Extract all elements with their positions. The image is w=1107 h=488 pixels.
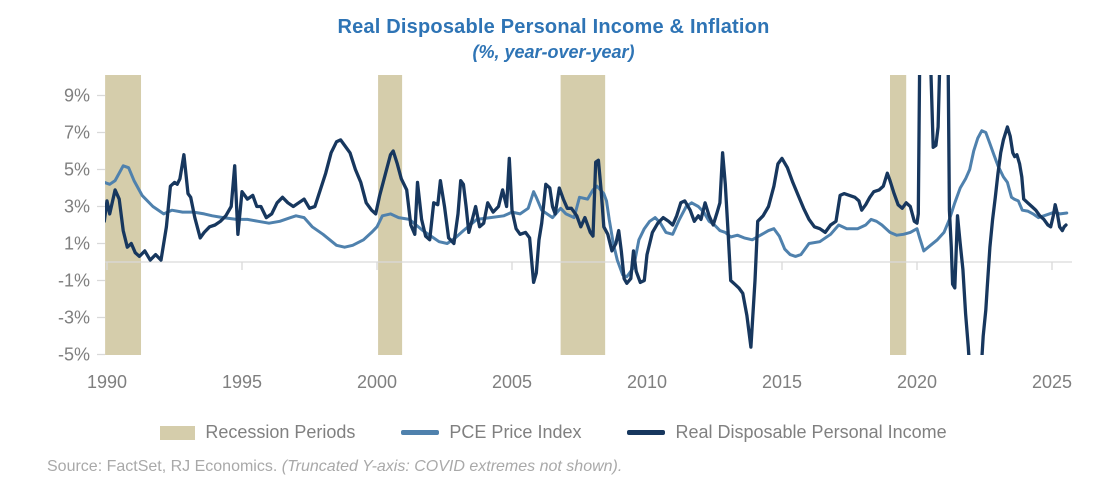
legend-label-pce: PCE Price Index: [449, 422, 582, 442]
recession-band: [105, 75, 142, 355]
pce-line-swatch: [401, 430, 440, 435]
source-truncation-note: (Truncated Y-axis: COVID extremes not sh…: [281, 458, 623, 475]
y-axis-label: -1%: [58, 271, 90, 291]
legend-item-rdpi: Real Disposable Personal Income: [627, 422, 947, 443]
pce-price-index-line: [105, 129, 1069, 279]
legend-item-recession: Recession Periods: [160, 422, 355, 443]
y-axis-label: 1%: [64, 234, 90, 254]
x-axis-label: 2015: [762, 372, 802, 392]
x-axis-label: 2000: [357, 372, 397, 392]
x-axis-label: 1995: [222, 372, 262, 392]
source-prefix: Source: FactSet, RJ Economics.: [47, 458, 282, 475]
chart-subtitle: (%, year-over-year): [472, 42, 635, 62]
x-axis-label: 2005: [492, 372, 532, 392]
y-axis-label: 9%: [64, 86, 90, 106]
x-axis-label: 2010: [627, 372, 667, 392]
y-axis-label: 3%: [64, 197, 90, 217]
recession-band-swatch: [160, 425, 196, 440]
y-axis-label: 5%: [64, 160, 90, 180]
x-axis-label: 1990: [87, 372, 127, 392]
chart-title: Real Disposable Personal Income & Inflat…: [337, 16, 770, 38]
real-disposable-personal-income-line: [105, 75, 1068, 355]
recession-band: [890, 75, 907, 355]
legend-label-recession: Recession Periods: [205, 422, 356, 442]
x-axis-label: 2020: [897, 372, 937, 392]
y-axis-label: -5%: [58, 345, 90, 365]
legend-label-rdpi: Real Disposable Personal Income: [675, 422, 947, 442]
chart-legend: Recession Periods PCE Price Index Real D…: [0, 422, 1107, 443]
y-axis-label: 7%: [64, 123, 90, 143]
legend-item-pce: PCE Price Index: [401, 422, 581, 443]
source-note: Source: FactSet, RJ Economics. (Truncate…: [47, 458, 622, 476]
chart-canvas: 9% 7% 5% 3% 1% -1% -3% -5% 1990 1995 2000 2005 2010 2…: [58, 75, 1072, 392]
rdpi-line-swatch: [627, 430, 666, 435]
x-axis-label: 2025: [1032, 372, 1072, 392]
y-axis-label: -3%: [58, 308, 90, 328]
